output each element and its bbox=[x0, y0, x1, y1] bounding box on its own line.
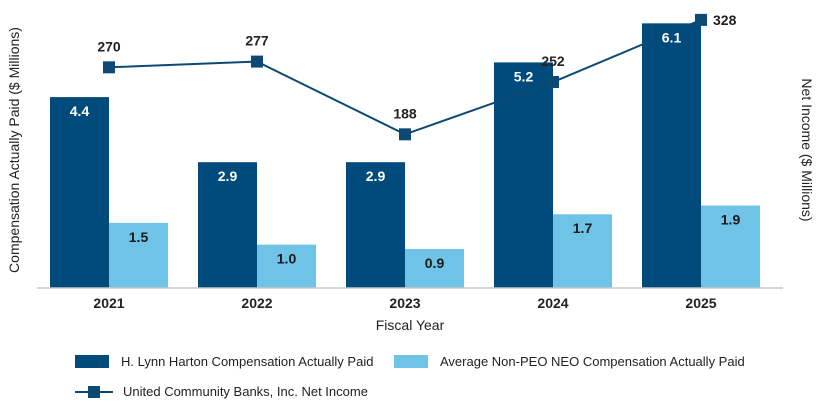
data-label-ceo-2022: 2.9 bbox=[218, 168, 238, 184]
data-label-neo-2021: 1.5 bbox=[129, 229, 149, 245]
bar-ceo-2025 bbox=[642, 23, 701, 288]
net-income-label-2023: 188 bbox=[393, 105, 417, 121]
left-axis-title: Compensation Actually Paid ($ Millions) bbox=[6, 27, 22, 273]
legend-label-ceo: H. Lynn Harton Compensation Actually Pai… bbox=[121, 354, 374, 369]
labels-layer: 4.4 1.5 2.9 1.0 2.9 0.9 5.2 1.7 6.1 1.9 bbox=[70, 29, 741, 271]
net-income-label-2024: 252 bbox=[541, 53, 565, 69]
bar-neo-2024 bbox=[553, 214, 612, 288]
bar-neo-2022 bbox=[257, 244, 316, 288]
bar-neo-2025 bbox=[701, 205, 760, 288]
legend-swatch-ceo bbox=[75, 355, 109, 368]
legend-label-net-income: United Community Banks, Inc. Net Income bbox=[123, 384, 368, 399]
net-income-marker-2022 bbox=[251, 55, 263, 68]
legend-square-marker bbox=[88, 385, 100, 398]
data-label-ceo-2025: 6.1 bbox=[662, 29, 682, 45]
net-income-marker-2025 bbox=[695, 13, 707, 26]
data-label-ceo-2021: 4.4 bbox=[70, 103, 90, 119]
legend-item-neo: Average Non-PEO NEO Compensation Actuall… bbox=[394, 354, 745, 369]
net-income-marker-2021 bbox=[103, 61, 115, 74]
x-tick-2022: 2022 bbox=[241, 295, 272, 311]
net-income-marker-2024 bbox=[547, 76, 559, 89]
bar-ceo-2024 bbox=[494, 62, 553, 289]
net-income-marker-2023 bbox=[399, 128, 411, 141]
data-label-neo-2024: 1.7 bbox=[573, 220, 593, 236]
line-layer: 270 277 188 252 328 bbox=[97, 12, 737, 141]
legend-item-ceo: H. Lynn Harton Compensation Actually Pai… bbox=[75, 354, 373, 369]
bar-neo-2021 bbox=[109, 222, 168, 288]
x-tick-2025: 2025 bbox=[685, 295, 716, 311]
x-axis-title: Fiscal Year bbox=[376, 317, 445, 333]
legend-item-net-income: United Community Banks, Inc. Net Income bbox=[75, 384, 368, 399]
ticks-layer: 2021 2022 2023 2024 2025 bbox=[93, 295, 716, 311]
net-income-label-2021: 270 bbox=[97, 38, 121, 54]
bar-neo-2023 bbox=[405, 248, 464, 288]
bars-layer bbox=[50, 23, 760, 289]
x-tick-2023: 2023 bbox=[389, 295, 420, 311]
data-label-ceo-2023: 2.9 bbox=[366, 168, 386, 184]
data-label-neo-2025: 1.9 bbox=[721, 212, 741, 228]
legend-swatch-neo bbox=[394, 355, 428, 368]
net-income-label-2025: 328 bbox=[713, 12, 737, 28]
right-axis-title: Net Income ($ Millions) bbox=[799, 78, 815, 221]
bar-ceo-2023 bbox=[346, 162, 405, 288]
net-income-label-2022: 277 bbox=[245, 33, 269, 49]
legend-label-neo: Average Non-PEO NEO Compensation Actuall… bbox=[440, 354, 745, 369]
x-tick-2024: 2024 bbox=[537, 295, 568, 311]
data-label-neo-2023: 0.9 bbox=[425, 255, 445, 271]
legend-swatch-net-income bbox=[75, 385, 113, 399]
bar-ceo-2022 bbox=[198, 162, 257, 288]
x-tick-2021: 2021 bbox=[93, 295, 124, 311]
bar-ceo-2021 bbox=[50, 97, 109, 288]
data-label-ceo-2024: 5.2 bbox=[514, 68, 534, 84]
chart: 270 277 188 252 328 4.4 1.5 2.9 1.0 2.9 0.9 5.2 1.7… bbox=[6, 12, 815, 333]
data-label-neo-2022: 1.0 bbox=[277, 251, 297, 267]
legend: H. Lynn Harton Compensation Actually Pai… bbox=[0, 346, 818, 402]
